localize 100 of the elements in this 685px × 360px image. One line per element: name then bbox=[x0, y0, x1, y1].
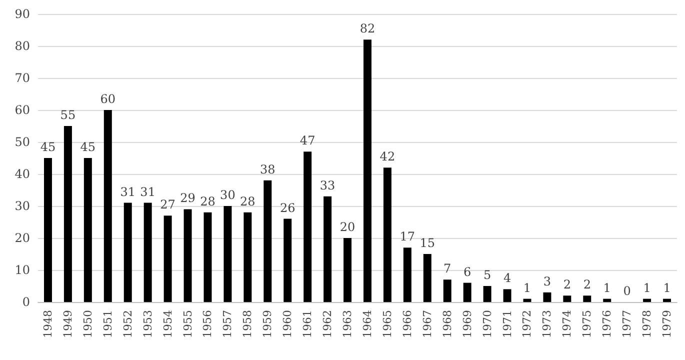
bar bbox=[224, 206, 232, 302]
y-tick-label: 50 bbox=[14, 135, 30, 149]
x-tick-label: 1949 bbox=[61, 310, 74, 338]
data-label: 1 bbox=[523, 280, 532, 295]
bar bbox=[304, 152, 312, 302]
y-tick-label: 60 bbox=[14, 103, 30, 117]
y-tick-label: 70 bbox=[14, 71, 30, 85]
data-label: 42 bbox=[380, 150, 396, 164]
x-tick-label: 1961 bbox=[301, 310, 314, 338]
bar bbox=[663, 298, 672, 302]
bar bbox=[643, 298, 652, 302]
data-label: 3 bbox=[543, 274, 552, 288]
bar bbox=[583, 296, 592, 302]
y-tick-label: 20 bbox=[14, 231, 30, 245]
x-tick-label: 1969 bbox=[460, 310, 474, 338]
data-label: 38 bbox=[260, 162, 276, 176]
bar bbox=[503, 289, 512, 302]
x-tick-label: 1975 bbox=[580, 310, 594, 338]
bar bbox=[64, 126, 72, 302]
bar bbox=[104, 110, 112, 302]
bar bbox=[543, 292, 552, 302]
data-label: 2 bbox=[583, 278, 591, 292]
y-tick-label: 30 bbox=[14, 199, 30, 213]
data-label: 31 bbox=[140, 184, 156, 199]
bar bbox=[244, 212, 252, 302]
y-tick-label: 0 bbox=[22, 295, 30, 309]
data-label: 15 bbox=[420, 236, 436, 250]
bar bbox=[44, 158, 52, 302]
y-tick-label: 90 bbox=[14, 7, 30, 21]
bar bbox=[463, 282, 472, 302]
data-label: 1 bbox=[643, 280, 651, 295]
y-tick-label: 80 bbox=[14, 39, 30, 53]
bar bbox=[284, 218, 292, 302]
x-tick-label: 1958 bbox=[241, 310, 254, 338]
x-tick-label: 1960 bbox=[281, 310, 294, 338]
data-label: 6 bbox=[464, 264, 472, 279]
x-tick-label: 1968 bbox=[440, 310, 454, 338]
data-label: 20 bbox=[340, 220, 356, 234]
data-label: 26 bbox=[280, 200, 296, 215]
bar bbox=[144, 202, 152, 302]
data-label: 60 bbox=[100, 92, 116, 106]
data-label: 7 bbox=[444, 262, 452, 276]
x-tick-label: 1970 bbox=[480, 310, 494, 338]
bar bbox=[563, 296, 572, 302]
bar bbox=[184, 209, 192, 302]
bar bbox=[443, 280, 452, 302]
x-tick-label: 1978 bbox=[640, 310, 654, 338]
data-label: 29 bbox=[180, 191, 196, 206]
data-label: 1 bbox=[603, 280, 611, 295]
x-tick-label: 1964 bbox=[360, 310, 374, 338]
bar bbox=[383, 168, 392, 302]
x-tick-label: 1977 bbox=[620, 310, 634, 338]
data-label: 5 bbox=[483, 268, 492, 282]
data-label: 4 bbox=[503, 271, 512, 286]
data-label: 27 bbox=[160, 198, 176, 212]
data-label: 1 bbox=[663, 280, 671, 295]
x-tick-label: 1974 bbox=[560, 310, 574, 338]
x-tick-label: 1953 bbox=[141, 310, 154, 338]
data-label: 28 bbox=[200, 194, 216, 208]
x-tick-label: 1962 bbox=[321, 310, 334, 338]
data-label: 2 bbox=[563, 278, 571, 292]
y-tick-label: 40 bbox=[14, 167, 30, 181]
data-label: 30 bbox=[220, 188, 236, 202]
x-tick-label: 1957 bbox=[221, 310, 234, 338]
bar bbox=[603, 298, 612, 302]
bar bbox=[124, 202, 132, 302]
x-tick-label: 1966 bbox=[400, 310, 414, 338]
bar bbox=[204, 212, 212, 302]
data-label: 82 bbox=[360, 22, 376, 36]
data-label: 17 bbox=[400, 230, 416, 244]
x-tick-label: 1956 bbox=[201, 310, 214, 338]
bar bbox=[84, 158, 92, 302]
y-tick-label: 10 bbox=[14, 263, 30, 277]
bar bbox=[483, 286, 492, 302]
x-tick-label: 1952 bbox=[121, 310, 134, 338]
bar bbox=[344, 238, 352, 302]
data-label: 31 bbox=[120, 184, 136, 199]
data-label: 45 bbox=[40, 140, 56, 154]
data-label: 28 bbox=[240, 194, 256, 208]
x-tick-label: 1948 bbox=[41, 310, 54, 338]
x-tick-label: 1955 bbox=[181, 310, 194, 338]
x-tick-label: 1950 bbox=[81, 310, 94, 338]
x-tick-label: 1972 bbox=[520, 310, 534, 338]
x-tick-label: 1963 bbox=[341, 310, 354, 338]
x-tick-label: 1951 bbox=[101, 310, 114, 338]
x-tick-label: 1973 bbox=[540, 310, 554, 338]
bar bbox=[403, 248, 412, 302]
data-label: 33 bbox=[320, 178, 336, 192]
x-tick-label: 1979 bbox=[660, 310, 674, 338]
bar bbox=[264, 180, 272, 302]
data-label: 45 bbox=[80, 140, 96, 154]
x-tick-label: 1954 bbox=[161, 310, 174, 338]
data-label: 0 bbox=[623, 284, 631, 298]
x-tick-label: 1976 bbox=[600, 310, 614, 338]
x-tick-label: 1967 bbox=[420, 310, 434, 338]
bar bbox=[523, 298, 532, 302]
bar bbox=[423, 254, 432, 302]
bar bbox=[324, 196, 332, 302]
data-label: 55 bbox=[60, 108, 76, 122]
x-tick-label: 1965 bbox=[380, 310, 394, 338]
